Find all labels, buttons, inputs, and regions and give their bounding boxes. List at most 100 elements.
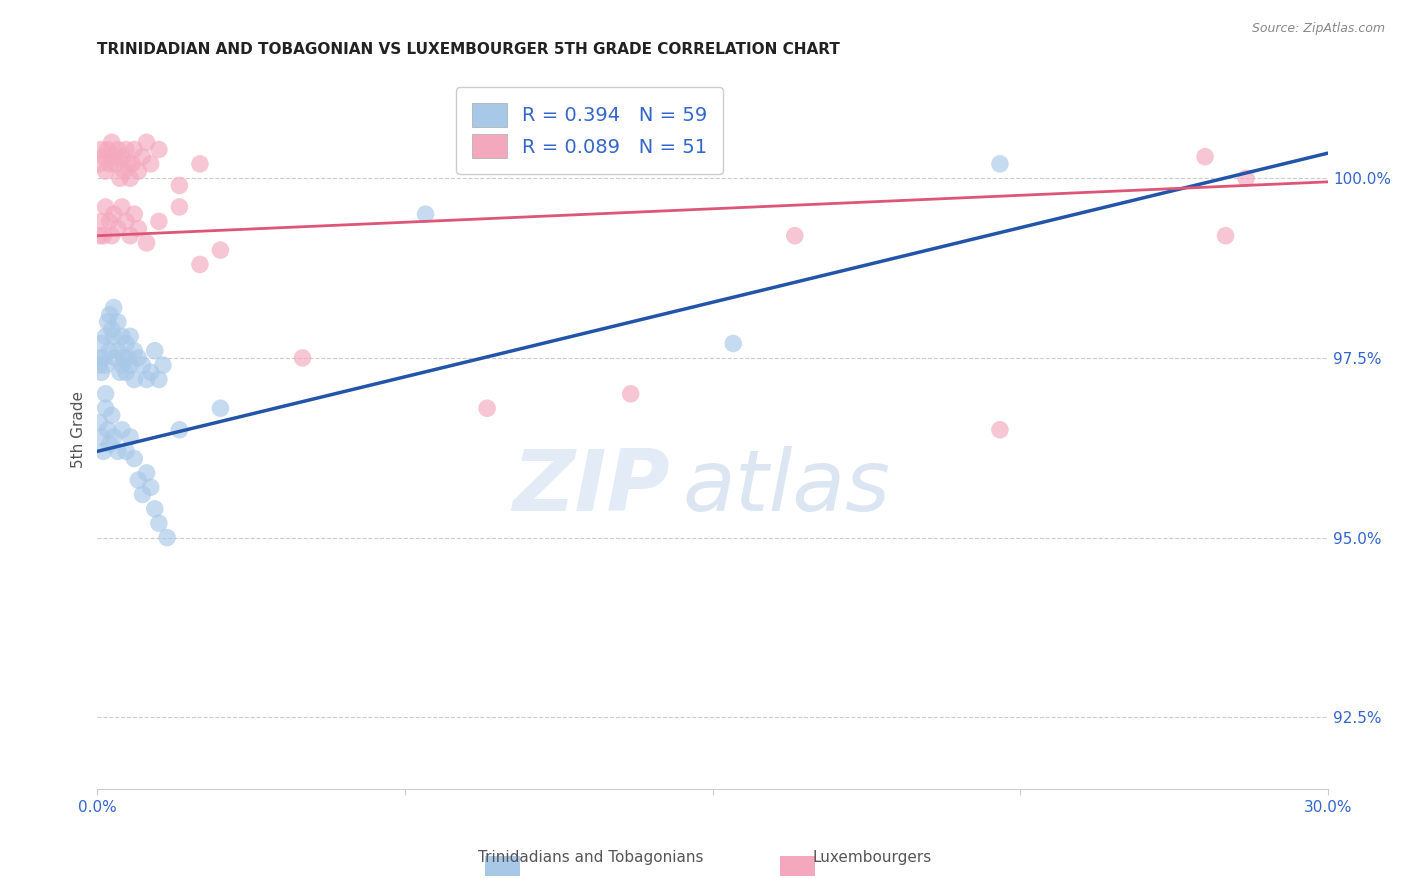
Point [103,207,125,221]
Point [415,207,437,221]
Point [783,228,806,243]
Point [111,329,134,343]
Text: Trinidadians and Tobagonians: Trinidadians and Tobagonians [478,850,703,865]
Point [98,343,121,358]
Point [169,178,191,193]
Point [98,437,121,451]
Point [131,358,153,372]
Point [104,157,127,171]
Point [98,214,121,228]
Point [143,343,166,358]
Point [112,164,135,178]
Point [94,401,117,416]
Point [115,365,138,379]
Point [93,228,115,243]
Point [97,315,120,329]
Point [148,516,170,531]
Point [107,315,129,329]
Point [1194,150,1216,164]
Point [124,207,146,221]
Point [117,351,139,365]
Point [620,387,643,401]
Point [98,157,121,171]
Point [131,150,153,164]
Point [148,372,170,386]
Point [143,501,166,516]
Point [103,329,125,343]
Point [89,358,111,372]
Point [89,157,111,171]
Point [111,150,134,164]
Point [93,444,115,458]
Point [94,358,117,372]
Point [98,308,121,322]
Text: Luxembourgers: Luxembourgers [813,850,931,865]
Point [135,466,157,480]
Point [135,235,157,250]
Point [115,444,138,458]
Point [117,157,139,171]
Point [103,430,125,444]
Point [120,171,142,186]
Y-axis label: 5th Grade: 5th Grade [72,392,86,468]
Point [209,243,232,257]
Point [103,150,125,164]
Point [188,157,211,171]
Point [108,171,131,186]
Point [139,480,162,494]
Point [120,329,142,343]
Point [135,136,157,150]
Text: TRINIDADIAN AND TOBAGONIAN VS LUXEMBOURGER 5TH GRADE CORRELATION CHART: TRINIDADIAN AND TOBAGONIAN VS LUXEMBOURG… [97,42,841,57]
Point [723,336,745,351]
Point [90,365,112,379]
Point [124,451,146,466]
Point [104,351,127,365]
Point [100,136,122,150]
Point [127,473,149,487]
Point [94,164,117,178]
Point [97,143,120,157]
Point [94,200,117,214]
Point [115,214,138,228]
Point [100,322,122,336]
Point [139,365,162,379]
Point [156,531,179,545]
Point [103,301,125,315]
Text: Source: ZipAtlas.com: Source: ZipAtlas.com [1251,22,1385,36]
Point [988,423,1011,437]
Point [94,387,117,401]
Point [127,221,149,235]
Point [1215,228,1237,243]
Point [1234,171,1257,186]
Point [90,143,112,157]
Point [124,343,146,358]
Point [127,351,149,365]
Point [89,351,111,365]
Point [115,143,138,157]
Point [108,365,131,379]
Point [90,336,112,351]
Point [111,200,134,214]
Point [209,401,232,416]
Point [111,358,134,372]
Point [112,351,135,365]
Point [120,430,142,444]
Point [148,214,170,228]
Point [90,430,112,444]
Point [124,372,146,386]
Point [94,329,117,343]
Point [107,444,129,458]
Point [988,157,1011,171]
Point [89,416,111,430]
Point [90,214,112,228]
Point [121,157,143,171]
Legend: R = 0.394   N = 59, R = 0.089   N = 51: R = 0.394 N = 59, R = 0.089 N = 51 [456,87,723,174]
Text: ZIP: ZIP [512,446,669,529]
Point [291,351,314,365]
Point [152,358,174,372]
Point [148,143,170,157]
Point [169,200,191,214]
Point [120,228,142,243]
Point [115,336,138,351]
Point [100,228,122,243]
